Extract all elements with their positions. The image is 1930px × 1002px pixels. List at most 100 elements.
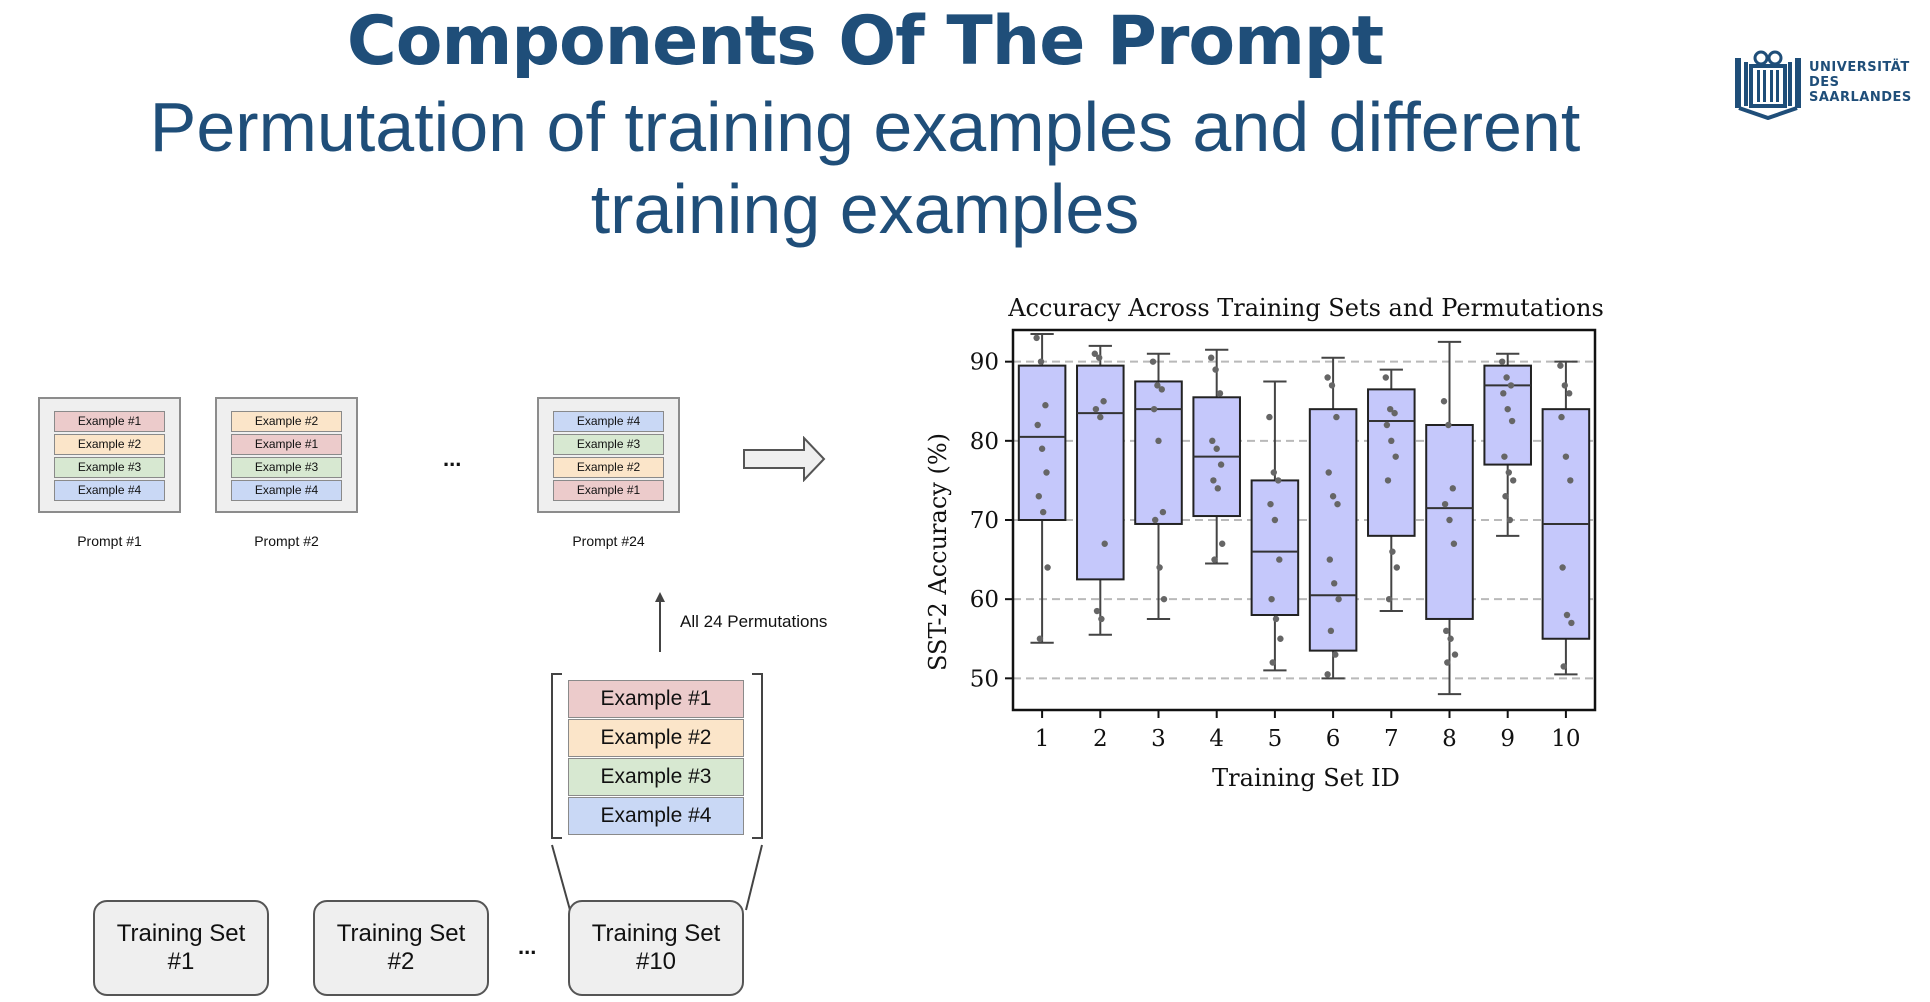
data-point [1159,508,1167,516]
data-point [1447,635,1454,642]
data-point [1389,548,1396,555]
data-point [1272,615,1280,623]
prompt-label: Prompt #2 [254,533,319,549]
logo-wordmark: UNIVERSITÄT DES SAARLANDES [1809,60,1912,105]
data-point [1562,453,1570,460]
data-point [1217,461,1225,468]
data-point [1331,580,1338,587]
data-point [1335,595,1342,603]
training-set-10: Training Set #10 [568,900,744,996]
x-tick-label: 5 [1268,726,1283,752]
data-point [1387,405,1394,413]
subtitle-line-2: training examples [590,170,1140,248]
data-point [1267,500,1274,508]
data-point [1503,374,1510,381]
prompt-label: Prompt #1 [77,533,142,549]
data-point [1504,405,1511,413]
plot-area: 50 60 70 80 90 1 2 3 4 5 6 7 8 9 10 [970,328,1597,752]
data-point [1044,564,1051,571]
data-point [1392,453,1399,460]
data-point [1561,382,1568,389]
example-row: Example #1 [568,680,744,718]
data-point [1036,635,1044,642]
data-point [1382,374,1389,381]
data-point [1383,421,1391,429]
data-point [1266,413,1273,421]
example-row: Example #3 [231,457,342,478]
example-row: Example #4 [553,411,664,432]
data-point [1324,671,1331,678]
data-point [1040,508,1047,516]
data-point [1096,354,1103,361]
data-point [1208,354,1215,361]
data-point [1393,564,1400,571]
data-point [1329,493,1337,500]
y-tick-label: 80 [970,429,999,455]
data-point [1328,382,1336,389]
example-row: Example #2 [54,434,165,455]
y-tick-label: 50 [970,666,999,692]
data-point [1269,659,1276,666]
data-point [1149,358,1157,365]
data-point [1563,611,1571,619]
example-row: Example #2 [568,719,744,757]
box-iqr [1250,479,1300,616]
data-point [1219,540,1226,547]
data-point [1277,635,1284,642]
data-point [1213,445,1220,452]
x-tick-label: 10 [1551,726,1580,752]
box-iqr [1483,364,1532,466]
data-point [1451,651,1459,658]
data-point [1093,607,1101,615]
x-axis-label: Training Set ID [1212,764,1400,792]
data-point [1209,437,1216,445]
box-iqr [1076,364,1125,581]
example-row: Example #1 [553,480,664,501]
data-point [1332,651,1339,658]
training-sets-ellipsis: ... [518,934,537,959]
data-point [1275,477,1282,484]
data-point [1507,382,1515,389]
data-point [1038,445,1046,452]
x-tick-label: 9 [1500,726,1515,752]
y-tick-label: 70 [970,508,999,534]
data-point [1499,358,1506,365]
data-point [1443,627,1450,635]
up-arrow-icon [655,592,665,652]
data-point [1566,390,1573,397]
data-point [1567,477,1574,484]
example-row: Example #4 [231,480,342,501]
data-point [1505,469,1512,476]
prompt-1: Example #1 Example #2 Example #3 Example… [38,397,181,549]
example-row: Example #4 [568,797,744,835]
example-row: Example #3 [568,758,744,796]
owl-seal-icon [1735,50,1801,121]
training-set-1: Training Set #1 [93,900,269,996]
prompts-ellipsis: ... [443,446,462,471]
data-point [1034,421,1041,429]
data-point [1333,413,1340,421]
data-point [1150,405,1158,413]
data-point [1508,417,1516,425]
slide-title: Components Of The Prompt [346,2,1384,81]
training-set-2: Training Set #2 [313,900,489,996]
box-iqr [1367,388,1416,537]
data-point [1097,413,1104,421]
data-point [1042,402,1049,409]
prompt-box: Example #2 Example #1 Example #3 Example… [215,397,358,513]
y-tick-label: 90 [970,350,999,376]
data-point [1450,540,1458,547]
data-point [1160,595,1168,603]
prompt-box: Example #4 Example #3 Example #2 Example… [537,397,680,513]
data-point [1270,469,1277,476]
data-point [1560,663,1567,670]
data-point [1391,409,1398,417]
chart-title: Accuracy Across Training Sets and Permut… [1007,294,1604,322]
example-row: Example #3 [54,457,165,478]
x-tick-label: 8 [1442,726,1457,752]
data-point [1216,390,1224,397]
data-point [1445,421,1452,429]
example-row: Example #3 [553,434,664,455]
data-point [1276,556,1283,563]
data-point [1324,374,1331,381]
